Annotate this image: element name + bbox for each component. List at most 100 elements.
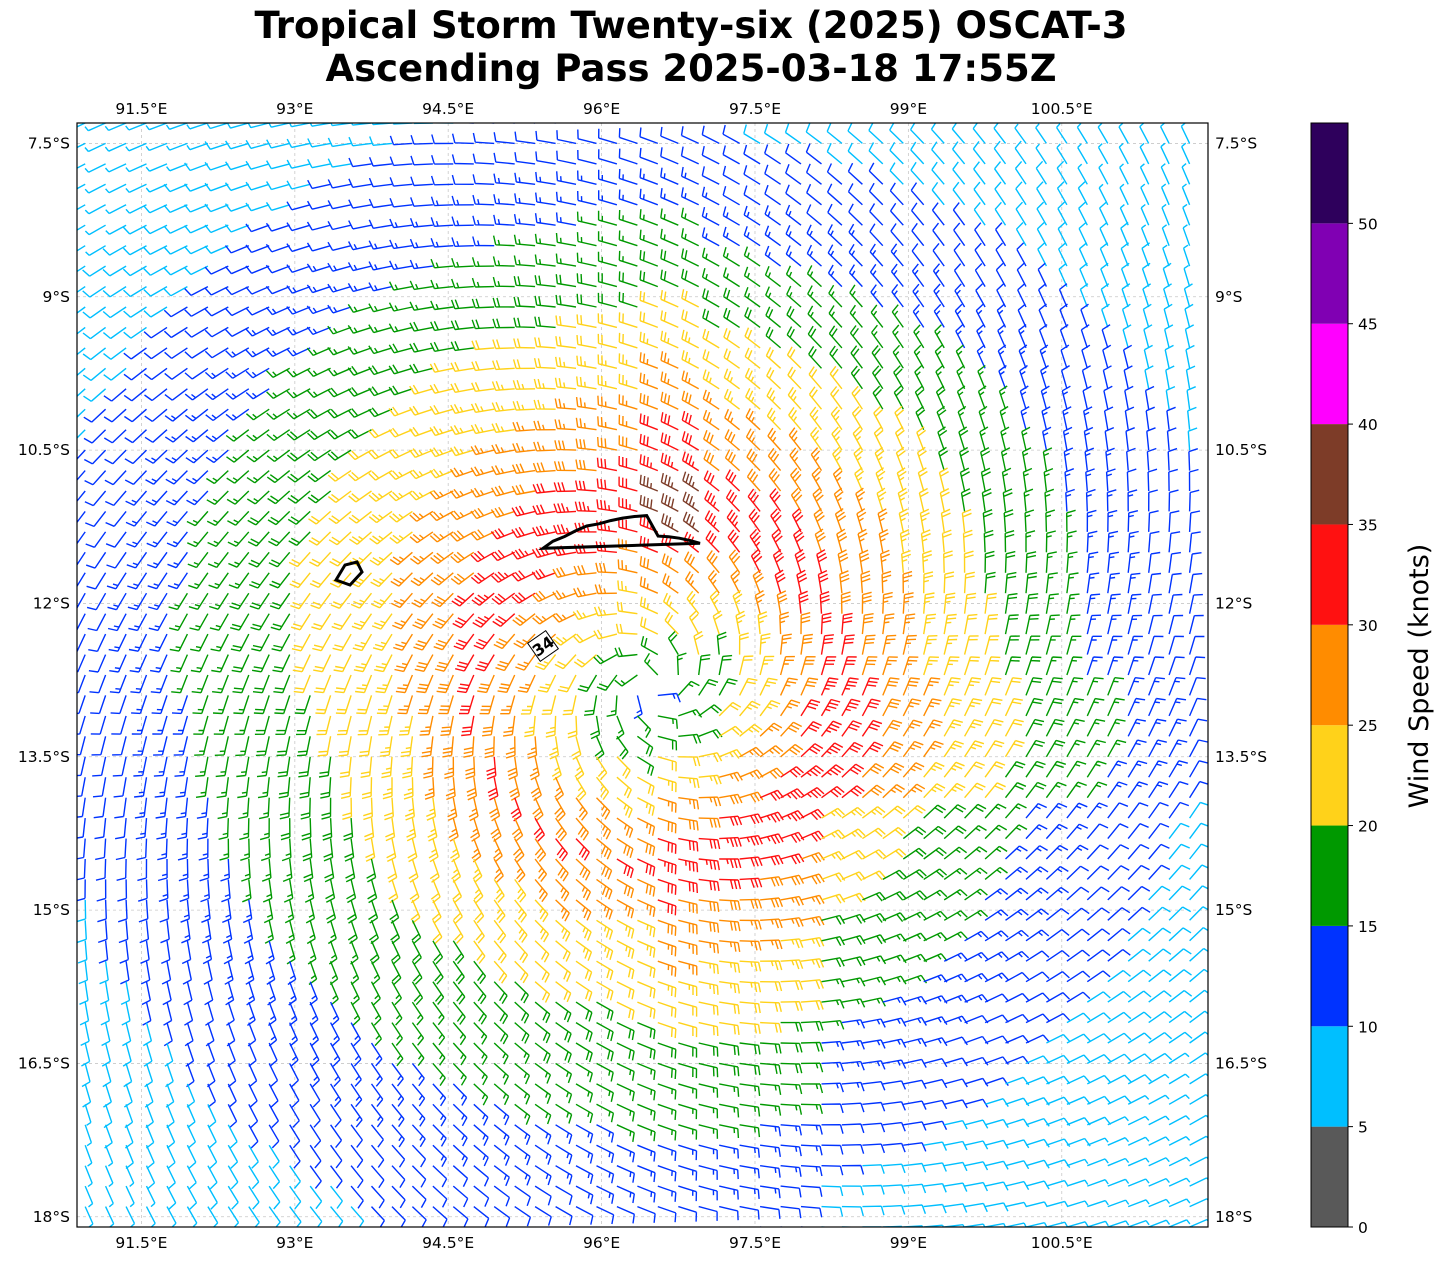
wind-barb (1035, 160, 1047, 185)
wind-barb (245, 139, 270, 150)
wind-barb (409, 321, 434, 332)
wind-barb (132, 736, 148, 756)
wind-barb (617, 580, 638, 594)
wind-barb (719, 1062, 740, 1077)
colorbar-segment (1311, 424, 1348, 525)
wind-barb (127, 592, 148, 611)
wind-barb (123, 1083, 133, 1108)
wind-barb (637, 756, 655, 776)
wind-barb (637, 878, 656, 897)
wind-barb (1004, 718, 1024, 737)
wind-barb (681, 228, 700, 247)
wind-barb (1188, 760, 1208, 778)
wind-barb (1045, 718, 1065, 737)
wind-barb (960, 488, 971, 512)
wind-barb (533, 399, 556, 410)
wind-barb (698, 940, 719, 954)
wind-barb (555, 960, 572, 982)
wind-barb (664, 612, 679, 635)
wind-barb (1025, 760, 1046, 778)
wind-barb (306, 200, 331, 210)
wind-barb (391, 1001, 403, 1026)
wind-barb (262, 879, 273, 903)
wind-barb (759, 699, 781, 717)
wind-barb (227, 123, 249, 129)
wind-barb (77, 408, 86, 418)
wind-barb (1066, 907, 1090, 921)
wind-barb (799, 123, 801, 124)
wind-barb (1127, 1032, 1152, 1044)
wind-barb (1045, 844, 1069, 860)
wind-barb (409, 259, 433, 270)
wind-barb (247, 510, 270, 526)
wind-barb (513, 633, 536, 649)
wind-barb (780, 810, 805, 822)
wind-barb (688, 610, 700, 635)
wind-barb (282, 858, 293, 883)
wind-barb (974, 222, 986, 247)
colorbar-tick-label: 45 (1358, 316, 1378, 334)
wind-barb (800, 1041, 824, 1052)
wind-barb (77, 204, 86, 211)
wind-barb (84, 1124, 93, 1147)
wind-barb (268, 1042, 278, 1067)
wind-barb (923, 1162, 947, 1172)
wind-barb (79, 1001, 90, 1026)
wind-barb (1107, 969, 1131, 983)
wind-barb (227, 1124, 238, 1149)
wind-barb (800, 677, 819, 696)
wind-barb (411, 1103, 426, 1127)
wind-barb (800, 1103, 823, 1114)
wind-barb (1188, 572, 1203, 594)
wind-barb (944, 1161, 968, 1172)
wind-barb (614, 647, 638, 658)
wind-barb (186, 490, 209, 506)
wind-barb (391, 1083, 405, 1107)
wind-barb (596, 1144, 615, 1164)
wind-barb (1148, 843, 1170, 860)
wind-barb (113, 777, 127, 798)
wind-barb (576, 273, 597, 288)
wind-barb (122, 224, 147, 235)
wind-barb (1166, 406, 1176, 430)
wind-barb (267, 981, 277, 1006)
wind-barb (297, 736, 311, 757)
wind-barb (429, 531, 454, 543)
wind-barb (882, 762, 905, 778)
wind-barb (902, 911, 928, 921)
wind-barb (637, 837, 656, 857)
wind-barb (616, 960, 635, 980)
wind-barb (104, 1185, 114, 1208)
wind-barb (770, 508, 782, 533)
wind-barb (597, 354, 618, 369)
wind-barb (471, 277, 495, 288)
wind-barb (743, 205, 761, 226)
wind-barb (961, 508, 972, 532)
wind-barb (903, 1204, 927, 1215)
wind-barb (923, 804, 946, 819)
lat-tick-label-right: 12°S (1215, 594, 1252, 612)
wind-barb (785, 265, 802, 288)
wind-barb (660, 167, 679, 185)
colorbar-tick-label: 30 (1358, 617, 1378, 635)
wind-barb (207, 1206, 219, 1227)
wind-barb (984, 972, 1009, 983)
wind-barb (1066, 1075, 1091, 1085)
wind-barb (493, 1062, 510, 1085)
wind-barb (189, 613, 209, 631)
wind-barb (1086, 1012, 1111, 1024)
wind-barb (616, 1062, 635, 1081)
wind-barb (1148, 677, 1165, 696)
wind-barb (616, 1083, 635, 1102)
wind-barb (470, 445, 495, 456)
wind-barb (307, 138, 331, 148)
wind-barb (1046, 1033, 1071, 1044)
wind-barb (660, 147, 679, 165)
wind-barb (111, 715, 127, 735)
wind-barb (371, 613, 393, 630)
wind-barb (890, 202, 904, 226)
wind-barb (493, 1144, 510, 1166)
wind-barb (780, 1226, 787, 1227)
wind-barb (1148, 969, 1172, 983)
wind-barb (745, 428, 761, 451)
